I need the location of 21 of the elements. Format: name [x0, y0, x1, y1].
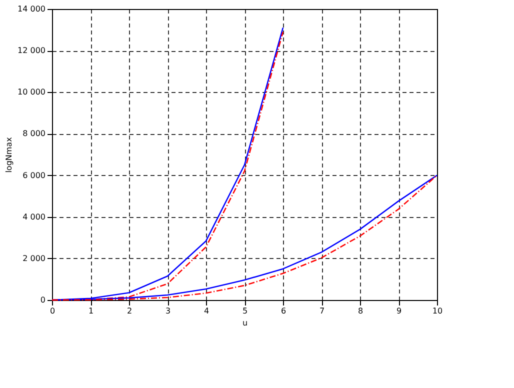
y-axis-title: logNmax — [4, 136, 14, 173]
x-tick-label: 8 — [358, 306, 364, 316]
y-tick-label: 14 000 — [18, 4, 46, 14]
y-tick-label: 4 000 — [22, 212, 46, 222]
y-tick-label: 12 000 — [18, 46, 46, 56]
y-tick-label: 10 000 — [18, 88, 46, 97]
y-tick-label: 8 000 — [22, 129, 46, 138]
x-tick-label: 5 — [242, 306, 248, 316]
x-axis-title: u — [242, 318, 248, 328]
x-tick-label: 9 — [396, 306, 402, 316]
x-tick-label: 0 — [50, 306, 56, 316]
y-tick-label: 2 000 — [22, 254, 46, 263]
x-tick-label: 3 — [165, 306, 171, 316]
x-tick-label: 10 — [432, 306, 443, 316]
x-tick-label: 2 — [126, 306, 132, 316]
x-tick-label: 4 — [204, 306, 210, 316]
y-tick-label: 0 — [40, 296, 46, 304]
x-tick-label: 1 — [88, 306, 94, 316]
y-tick-label: 6 000 — [22, 170, 46, 180]
x-tick-label: 6 — [280, 306, 286, 316]
x-tick-label: 7 — [319, 306, 325, 316]
